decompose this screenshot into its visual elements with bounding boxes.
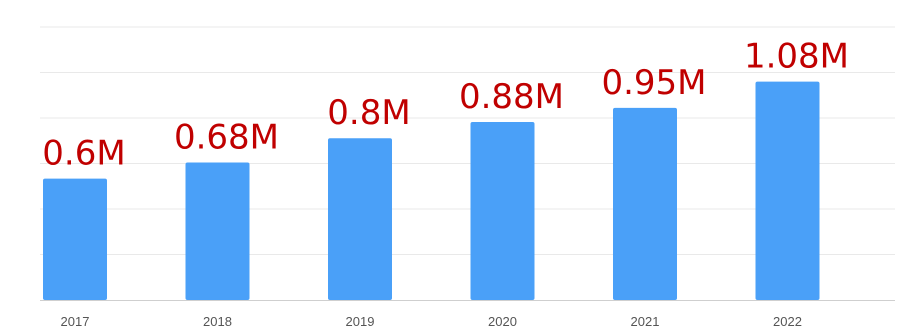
bar-2019 bbox=[328, 138, 392, 300]
bar-2018 bbox=[185, 162, 250, 300]
data-labels: 0.6M 0.68M 0.8M 0.88M 0.95M 1.08M bbox=[42, 37, 849, 174]
grid bbox=[40, 26, 895, 255]
data-label-2021: 0.95M bbox=[601, 63, 706, 103]
x-tick-label-2018: 2018 bbox=[203, 314, 232, 329]
bar-2022 bbox=[755, 81, 820, 300]
bars bbox=[43, 81, 820, 301]
x-tick-label-2022: 2022 bbox=[773, 314, 802, 329]
x-tick-label-2020: 2020 bbox=[488, 314, 517, 329]
bar-2017 bbox=[43, 178, 107, 300]
bar-2021 bbox=[613, 107, 677, 300]
x-tick-label-2017: 2017 bbox=[61, 314, 90, 329]
x-tick-label-2019: 2019 bbox=[346, 314, 375, 329]
x-tick-label-2021: 2021 bbox=[631, 314, 660, 329]
data-label-2018: 0.68M bbox=[174, 117, 279, 157]
data-label-2017: 0.6M bbox=[42, 134, 125, 174]
bar-2020 bbox=[470, 122, 535, 301]
data-label-2022: 1.08M bbox=[744, 37, 849, 77]
data-label-2019: 0.8M bbox=[327, 93, 410, 133]
data-label-2020: 0.88M bbox=[459, 77, 564, 117]
x-tick-labels: 2017 2018 2019 2020 2021 2022 bbox=[61, 314, 802, 329]
